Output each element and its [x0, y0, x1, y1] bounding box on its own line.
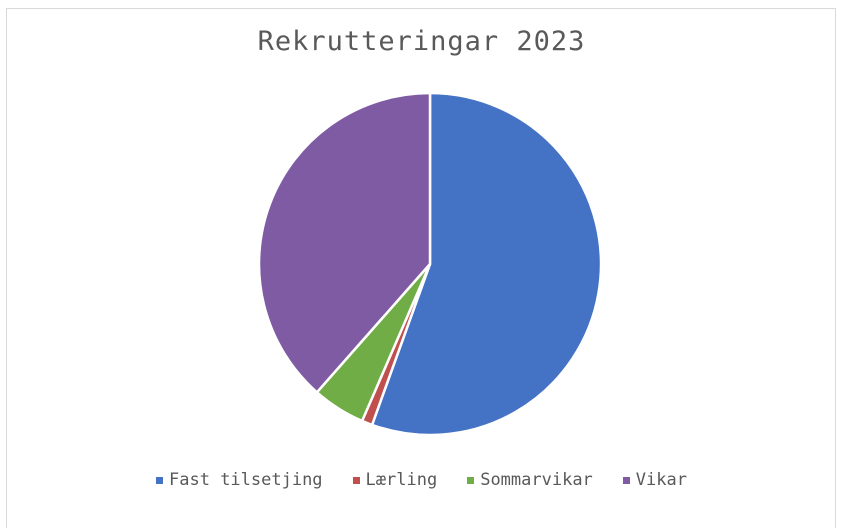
legend-item: Sommarvikar	[467, 470, 593, 490]
pie-slice-vikar	[257, 91, 432, 395]
legend-marker	[622, 476, 630, 484]
legend-label: Sommarvikar	[480, 470, 593, 490]
pie-chart	[257, 91, 603, 437]
legend-marker	[156, 476, 164, 484]
legend-item: Lærling	[352, 470, 438, 490]
pie-slice-fast-tilsetjing	[370, 91, 603, 437]
legend-item: Fast tilsetjing	[156, 470, 323, 490]
legend-label: Lærling	[365, 470, 438, 490]
chart-legend: Fast tilsetjing Lærling Sommarvikar Vikar	[0, 470, 843, 490]
legend-label: Fast tilsetjing	[169, 470, 323, 490]
legend-item: Vikar	[622, 470, 687, 490]
legend-marker	[467, 476, 475, 484]
chart-title: Rekrutteringar 2023	[257, 26, 586, 57]
legend-marker	[352, 476, 360, 484]
legend-label: Vikar	[635, 470, 687, 490]
